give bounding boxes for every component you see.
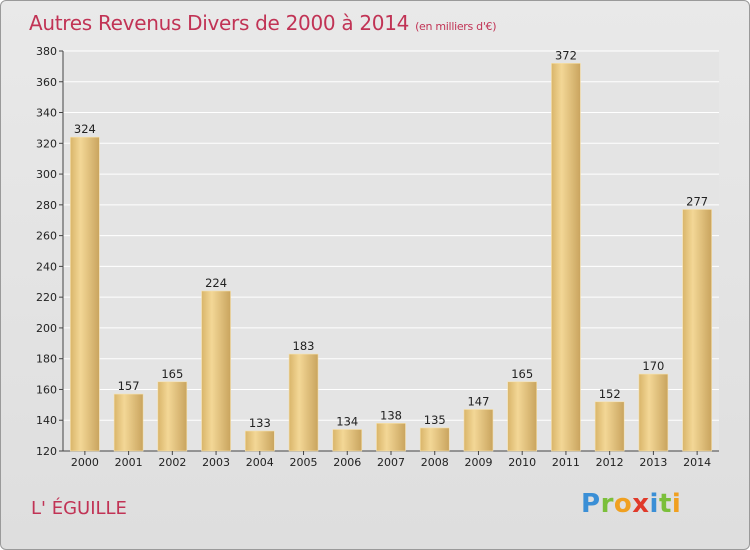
logo-letter: i (671, 489, 682, 519)
x-tick-label-2000: 2000 (71, 456, 99, 469)
x-tick-label-2012: 2012 (596, 456, 624, 469)
y-tick-label: 140 (36, 414, 57, 427)
y-tick-label: 380 (36, 45, 57, 58)
x-tick-label-2010: 2010 (508, 456, 536, 469)
bar-2003 (201, 290, 231, 452)
x-tick-label-2011: 2011 (552, 456, 580, 469)
value-label-2012: 152 (599, 387, 621, 401)
commune-name: L' ÉGUILLE (31, 498, 127, 519)
x-tick-label-2009: 2009 (464, 456, 492, 469)
x-axis: 2000 2001 2002 2003 2004 2005 2006 2007 2008 2009… (71, 451, 711, 469)
x-tick-label-2005: 2005 (290, 456, 318, 469)
bar-2009 (463, 409, 494, 452)
x-tick-label-2013: 2013 (639, 456, 667, 469)
y-tick-label: 160 (36, 383, 57, 396)
value-label-2010: 165 (511, 367, 533, 381)
logo-letter: r (600, 489, 614, 519)
y-tick-label: 180 (36, 353, 57, 366)
y-tick-label: 340 (36, 107, 57, 120)
chart-subtitle: (en milliers d'€) (415, 20, 497, 33)
x-tick-label-2003: 2003 (202, 456, 230, 469)
bars: 324 157 165 224 133 183 134 138 135 147 165 372 152 1… (70, 48, 712, 452)
value-label-2006: 134 (336, 414, 358, 428)
bar-2006 (332, 429, 363, 452)
bar-2008 (419, 427, 450, 452)
x-tick-label-2002: 2002 (158, 456, 186, 469)
value-label-2008: 135 (424, 413, 446, 427)
value-label-2002: 165 (161, 367, 183, 381)
bar-2001 (113, 393, 144, 452)
logo-letter: i (649, 489, 659, 519)
value-label-2011: 372 (555, 48, 577, 62)
logo-letter: t (658, 489, 672, 519)
y-tick-label: 120 (36, 445, 57, 458)
y-tick-label: 260 (36, 230, 57, 243)
y-tick-label: 240 (36, 260, 57, 273)
bar-2000 (70, 136, 100, 452)
x-tick-label-2007: 2007 (377, 456, 405, 469)
bar-2012 (594, 401, 625, 452)
bar-2005 (288, 353, 319, 452)
value-label-2004: 133 (249, 416, 271, 430)
x-tick-label-2008: 2008 (421, 456, 449, 469)
value-label-2014: 277 (686, 194, 708, 208)
bar-2013 (638, 373, 669, 452)
x-tick-label-2004: 2004 (246, 456, 274, 469)
value-label-2009: 147 (467, 394, 489, 408)
value-label-2000: 324 (74, 122, 96, 136)
y-tick-label: 320 (36, 137, 57, 150)
chart-title: Autres Revenus Divers de 2000 à 2014 (en … (29, 11, 497, 35)
y-tick-label: 280 (36, 199, 57, 212)
x-tick-label-2001: 2001 (115, 456, 143, 469)
value-label-2013: 170 (642, 359, 664, 373)
logo-letter: P (581, 489, 601, 519)
bar-2007 (376, 423, 406, 452)
value-label-2001: 157 (118, 379, 140, 393)
value-label-2005: 183 (293, 339, 315, 353)
bar-2014 (682, 209, 712, 452)
proxiti-logo: Proxiti (581, 489, 681, 519)
chart-title-text: Autres Revenus Divers de 2000 à 2014 (29, 11, 410, 35)
bar-2010 (507, 381, 538, 452)
x-tick-label-2014: 2014 (683, 456, 711, 469)
value-label-2007: 138 (380, 408, 402, 422)
y-tick-label: 200 (36, 322, 57, 335)
bar-2004 (245, 430, 275, 452)
y-tick-label: 360 (36, 76, 57, 89)
logo-letter: x (632, 489, 650, 519)
y-tick-label: 220 (36, 291, 57, 304)
logo-letter: o (613, 489, 633, 519)
y-tick-label: 300 (36, 168, 57, 181)
bar-2011 (551, 63, 581, 452)
x-tick-label-2006: 2006 (333, 456, 361, 469)
bar-2002 (157, 381, 188, 452)
value-label-2003: 224 (205, 276, 227, 290)
